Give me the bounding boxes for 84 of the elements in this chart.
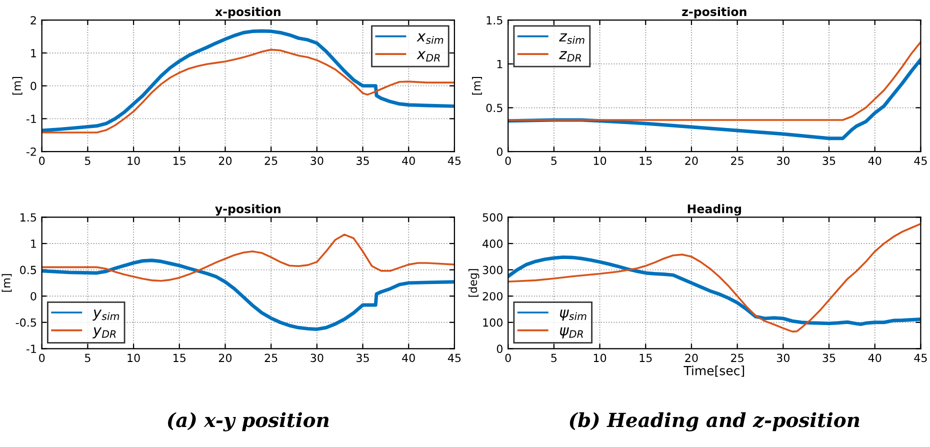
line-series [508, 255, 921, 326]
x-tick-label: 0 [505, 354, 511, 362]
x-tick-label: 5 [85, 354, 90, 362]
x-tick-label: 5 [551, 354, 557, 362]
x-tick-label: 25 [731, 354, 744, 362]
legend-label: x$_{sim}$ [416, 33, 444, 44]
x-tick-label: 40 [868, 354, 882, 362]
x-tick-label: 10 [594, 354, 606, 362]
y-tick-label: 0 [496, 148, 502, 156]
x-tick-label: 20 [218, 156, 232, 165]
legend-label: z$_{DR}$ [559, 51, 581, 62]
x-tick-label: 35 [356, 354, 369, 362]
x-tick-label: 35 [822, 156, 836, 165]
legend-label: z$_{sim}$ [559, 33, 584, 44]
x-tick-label: 45 [914, 354, 927, 362]
y-tick-label: 0 [30, 82, 36, 90]
y-axis-title: [m] [2, 274, 12, 292]
legend-label: y$_{DR}$ [92, 327, 116, 338]
x-tick-label: 25 [264, 156, 278, 165]
y-tick-label: -2 [26, 148, 36, 156]
x-tick-label: 45 [448, 156, 461, 165]
x-tick-label: 40 [402, 354, 415, 362]
y-tick-label: 0.5 [486, 104, 502, 112]
y-tick-label: 0.5 [20, 266, 36, 274]
chart-title: Heading [688, 204, 742, 216]
chart-title: y-position [215, 204, 280, 216]
text: (a) x-y position [168, 412, 329, 432]
y-tick-label: -0.5 [16, 318, 36, 327]
x-tick-label: 15 [640, 354, 652, 362]
y-tick-label: 0 [30, 292, 36, 300]
legend-label: x$_{DR}$ [416, 51, 440, 62]
x-tick-label: 40 [402, 156, 415, 165]
y-tick-label: 300 [482, 266, 502, 274]
x-tick-label: 25 [731, 156, 744, 165]
y-tick-label: 200 [482, 292, 502, 300]
x-tick-label: 35 [822, 354, 836, 362]
x-tick-label: 0 [39, 156, 45, 165]
y-tick-label: 1 [31, 49, 36, 58]
y-tick-label: 1.5 [20, 213, 36, 222]
x-tick-label: 30 [310, 354, 324, 362]
x-tick-label: 25 [264, 354, 278, 362]
x-tick-label: 20 [685, 156, 698, 165]
y-tick-label: -1 [26, 114, 36, 123]
y-tick-label: 2 [30, 16, 36, 24]
text: (b) Heading and z-position [570, 412, 860, 432]
x-tick-label: 45 [914, 156, 927, 165]
x-tick-label: 15 [640, 156, 652, 165]
x-tick-label: 10 [128, 156, 140, 165]
x-tick-label: 20 [685, 354, 698, 362]
y-tick-label: 500 [482, 213, 502, 222]
x-tick-label: 5 [551, 156, 557, 165]
y-tick-label: -1 [26, 344, 36, 353]
x-tick-label: 35 [356, 156, 369, 165]
x-tick-label: 40 [868, 156, 882, 165]
chart-title: z-position [682, 6, 746, 18]
y-tick-label: 1.5 [486, 16, 502, 24]
x-tick-label: 10 [128, 354, 140, 362]
y-tick-label: 0 [496, 344, 502, 354]
x-axis-title: Time[sec] [684, 366, 744, 377]
y-axis-title: [deg] [468, 269, 480, 297]
y-tick-label: 400 [482, 240, 502, 248]
x-tick-label: 15 [174, 156, 186, 165]
line-series [42, 29, 454, 132]
x-tick-label: 15 [174, 354, 186, 362]
y-tick-label: 1 [31, 240, 36, 248]
x-tick-label: 30 [776, 156, 790, 165]
x-tick-label: 20 [218, 354, 232, 362]
legend-label: y$_{sim}$ [92, 310, 120, 321]
x-tick-label: 30 [776, 354, 790, 362]
chart-title: x-position [215, 6, 280, 18]
y-tick-label: 100 [483, 318, 502, 327]
y-axis-title: [m] [12, 77, 22, 95]
legend-label: ψ$_{sim}$ [560, 310, 586, 321]
line-series [42, 234, 454, 282]
line-series [42, 48, 454, 134]
x-tick-label: 10 [594, 156, 606, 165]
x-tick-label: 45 [448, 354, 461, 362]
x-tick-label: 0 [505, 156, 511, 165]
y-tick-label: 1 [497, 60, 502, 68]
legend-label: ψ$_{DR}$ [560, 327, 583, 338]
x-tick-label: 30 [310, 156, 324, 165]
x-tick-label: 0 [39, 354, 45, 362]
y-axis-title: [m] [472, 77, 482, 95]
x-tick-label: 5 [85, 156, 90, 165]
